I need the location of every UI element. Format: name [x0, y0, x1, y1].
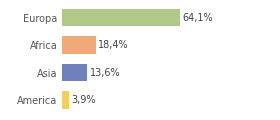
Bar — [62, 9, 180, 27]
Text: 3,9%: 3,9% — [72, 95, 96, 105]
Text: 13,6%: 13,6% — [90, 68, 120, 78]
Bar — [62, 64, 87, 81]
Text: 64,1%: 64,1% — [183, 13, 213, 23]
Text: 18,4%: 18,4% — [98, 40, 129, 50]
Bar — [62, 36, 95, 54]
Bar — [62, 91, 69, 109]
